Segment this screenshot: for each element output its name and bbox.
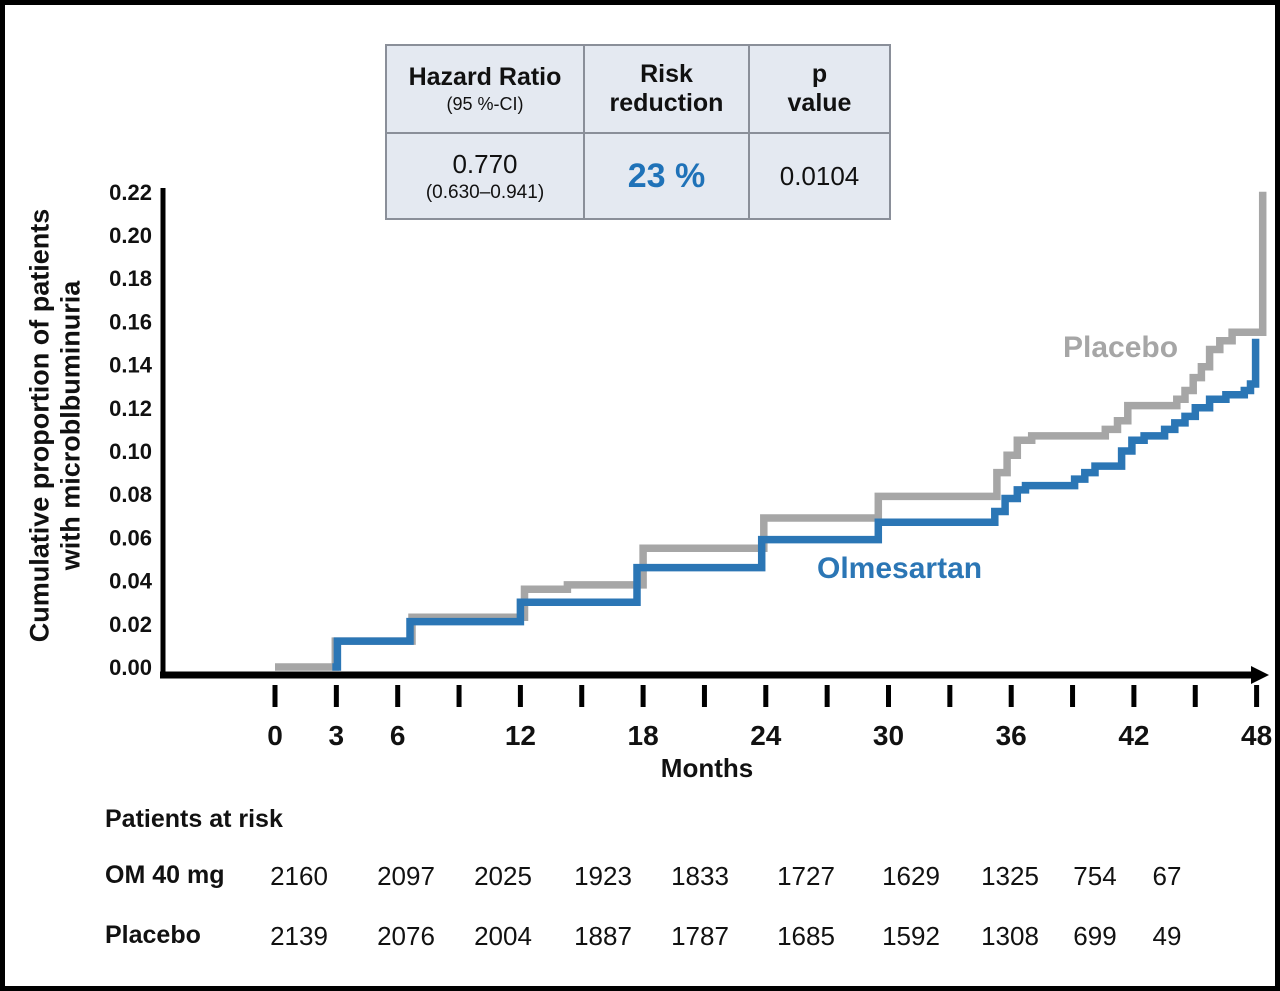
y-tick-label: 0.22 [109, 180, 152, 205]
risk-row-om40-label: OM 40 mg [105, 861, 225, 889]
x-axis-arrow [1251, 666, 1269, 684]
risk-count: 1727 [777, 861, 835, 891]
risk-count: 2139 [270, 921, 328, 951]
x-tick-label: 36 [996, 720, 1027, 751]
risk-count: 1308 [981, 921, 1039, 951]
y-tick-label: 0.02 [109, 612, 152, 637]
risk-count: 1629 [882, 861, 940, 891]
stats-value-hazard-ratio: 0.770 (0.630–0.941) [387, 134, 583, 218]
olmesartan-curve [332, 338, 1260, 671]
risk-count: 2097 [377, 861, 435, 891]
risk-count: 2160 [270, 861, 328, 891]
y-tick-label: 0.10 [109, 439, 152, 464]
y-tick-label: 0.18 [109, 266, 152, 291]
y-axis-title-line1: Cumulative proportion of patients [24, 208, 55, 642]
hazard-ratio-value: 0.770 [452, 148, 518, 179]
stats-table: Hazard Ratio (95 %-CI) Risk reduction p … [385, 44, 891, 220]
hazard-ratio-header-label: Hazard Ratio [408, 63, 562, 92]
risk-count: 1923 [574, 861, 632, 891]
stats-value-p: 0.0104 [750, 134, 889, 218]
hazard-ratio-ci-value: (0.630–0.941) [425, 181, 545, 203]
risk-count: 2076 [377, 921, 435, 951]
y-tick-label: 0.16 [109, 309, 152, 334]
risk-reduction-header-line1: Risk [640, 60, 693, 89]
risk-count: 1592 [882, 921, 940, 951]
placebo-curve-label: Placebo [1063, 331, 1178, 364]
x-tick-label: 0 [267, 720, 283, 751]
hazard-ratio-ci-header-label: (95 %-CI) [446, 94, 524, 115]
y-tick-label: 0.12 [109, 396, 152, 421]
p-value: 0.0104 [779, 160, 860, 191]
placebo-curve [275, 191, 1267, 671]
risk-count: 1325 [981, 861, 1039, 891]
y-tick-label: 0.00 [109, 655, 152, 680]
y-tick-label: 0.04 [109, 569, 153, 594]
risk-count: 2004 [474, 921, 532, 951]
y-axis-title: Cumulative proportion of patients with m… [13, 140, 97, 710]
risk-count: 1787 [671, 921, 729, 951]
stats-header-risk-reduction: Risk reduction [585, 46, 748, 132]
y-tick-label: 0.08 [109, 482, 152, 507]
risk-count: 1833 [671, 861, 729, 891]
stats-value-risk-reduction: 23 % [585, 134, 748, 218]
risk-count: 49 [1152, 921, 1182, 951]
risk-row-placebo-label: Placebo [105, 921, 201, 949]
risk-count: 67 [1152, 861, 1182, 891]
olmesartan-curve-label: Olmesartan [817, 552, 982, 585]
risk-count: 1685 [777, 921, 835, 951]
risk-count: 754 [1073, 861, 1117, 891]
patients-at-risk-title: Patients at risk [105, 805, 283, 833]
x-tick-label: 48 [1241, 720, 1272, 751]
stats-header-p-value: p value [750, 46, 889, 132]
risk-row-placebo: Placebo 2139 2076 2004 1887 1787 1685 1592 1308… [5, 921, 1275, 955]
x-tick-label: 18 [628, 720, 659, 751]
x-tick-label: 42 [1118, 720, 1149, 751]
y-tick-label: 0.20 [109, 223, 152, 248]
risk-reduction-value: 23 % [627, 156, 706, 195]
risk-count: 699 [1073, 921, 1117, 951]
x-tick-label: 6 [390, 720, 406, 751]
x-tick-label: 24 [750, 720, 782, 751]
x-tick-label: 12 [505, 720, 536, 751]
risk-reduction-header-line2: reduction [609, 89, 724, 117]
x-tick-label: 30 [873, 720, 904, 751]
y-axis-title-line2: with microblbuminuria [55, 280, 86, 570]
p-value-header-line2: value [787, 89, 852, 117]
x-axis-title: Months [661, 753, 753, 783]
x-tick-label: 3 [329, 720, 345, 751]
p-value-header-line1: p [811, 60, 828, 89]
y-tick-label: 0.06 [109, 525, 152, 550]
risk-count: 1887 [574, 921, 632, 951]
y-tick-label: 0.14 [109, 353, 153, 378]
risk-count: 2025 [474, 861, 532, 891]
km-chart: 0 3 6 12 18 24 30 36 42 480.000.020.040.060.080.1… [109, 180, 1272, 783]
stats-header-hazard-ratio: Hazard Ratio (95 %-CI) [387, 46, 583, 132]
risk-row-om40: OM 40 mg 2160 2097 2025 1923 1833 1727 1629 132… [5, 861, 1275, 895]
